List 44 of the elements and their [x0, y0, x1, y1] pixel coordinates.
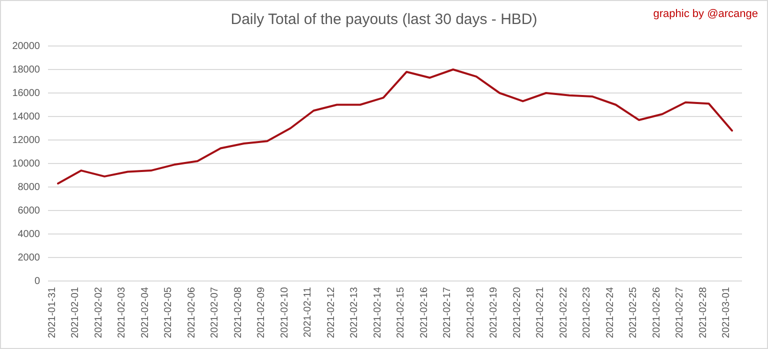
y-tick-label: 10000	[12, 158, 40, 170]
line-series	[57, 68, 733, 184]
x-tick-label: 2021-02-23	[582, 286, 593, 338]
y-tick-label: 2000	[18, 252, 40, 264]
y-tick-label: 8000	[18, 182, 40, 194]
y-tick-label: 18000	[12, 64, 40, 76]
x-tick-label: 2021-02-21	[535, 286, 546, 338]
x-tick-label: 2021-02-17	[442, 286, 454, 338]
x-tick-label: 2021-02-22	[558, 286, 570, 338]
x-tick-label: 2021-02-09	[256, 286, 268, 338]
y-tick-label: 12000	[12, 135, 40, 146]
x-tick-label: 2021-01-31	[47, 286, 58, 338]
x-tick-label: 2021-02-16	[418, 286, 430, 338]
x-tick-label: 2021-02-14	[372, 286, 384, 338]
x-tick-label: 2021-02-07	[210, 286, 221, 338]
y-tick-label: 16000	[12, 88, 40, 100]
x-tick-label: 2021-02-04	[140, 286, 151, 338]
x-tick-label: 2021-02-13	[349, 286, 360, 338]
x-tick-label: 2021-02-18	[465, 286, 476, 338]
x-tick-label: 2021-02-08	[232, 286, 244, 338]
x-tick-label: 2021-02-26	[651, 286, 662, 338]
x-tick-label: 2021-02-25	[628, 286, 640, 338]
y-tick-label: 4000	[18, 229, 40, 240]
x-tick-label: 2021-02-15	[396, 286, 407, 338]
x-tick-label: 2021-02-19	[488, 286, 500, 338]
y-tick-label: 0	[34, 276, 40, 288]
x-tick-label: 2021-02-28	[698, 286, 709, 338]
x-tick-label: 2021-02-20	[512, 286, 523, 338]
x-tick-label: 2021-02-03	[116, 286, 128, 338]
x-tick-label: 2021-02-02	[93, 286, 104, 338]
x-tick-label: 2021-02-06	[186, 286, 198, 338]
text: graphic by @arcange	[653, 8, 758, 20]
chart-title: Daily Total of the payouts (last 30 days - HBD)	[230, 11, 538, 28]
x-tick-label: 2021-02-10	[279, 286, 290, 338]
x-tick-label: 2021-03-01	[721, 286, 732, 338]
x-tick-label: 2021-02-05	[163, 286, 174, 338]
y-tick-label: 6000	[18, 206, 40, 217]
x-tick-label: 2021-02-01	[70, 286, 82, 338]
y-tick-label: 14000	[12, 112, 40, 123]
x-tick-label: 2021-02-24	[604, 286, 616, 338]
x-tick-label: 2021-02-12	[326, 286, 337, 338]
x-tick-label: 2021-02-27	[674, 286, 686, 338]
x-tick-label: 2021-02-11	[302, 286, 314, 338]
y-tick-label: 20000	[12, 41, 40, 52]
